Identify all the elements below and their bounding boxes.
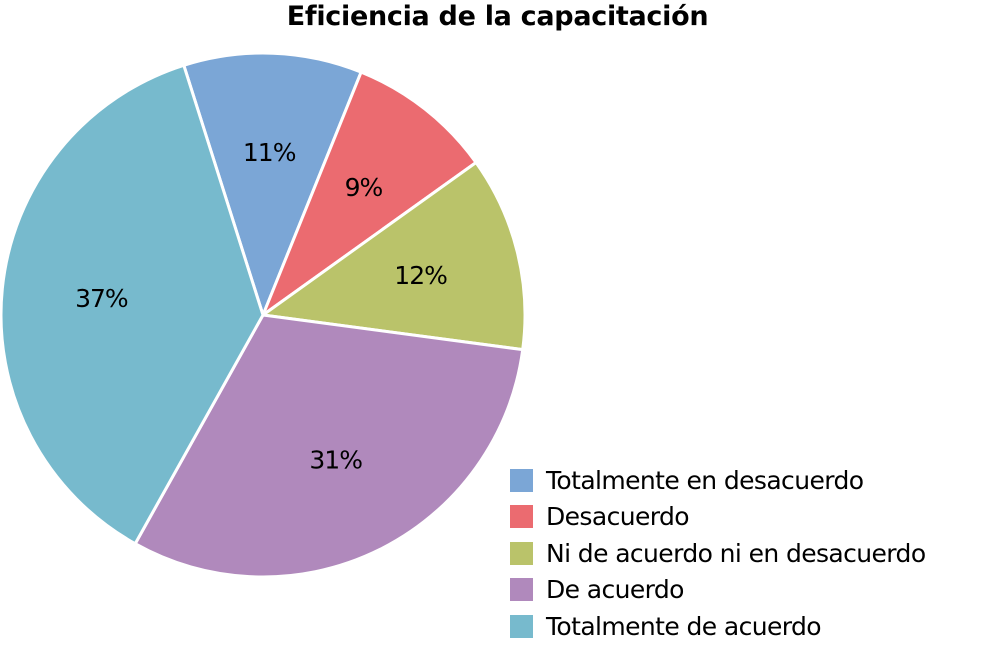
pie-slice-de-acuerdo bbox=[133, 313, 525, 579]
slice-label-totalmente-de-acuerdo: 37% bbox=[75, 284, 128, 313]
pie-slices bbox=[0, 51, 527, 579]
legend-label: Desacuerdo bbox=[546, 502, 690, 532]
pie-slice-totalmente-en-desacuerdo bbox=[182, 51, 363, 317]
pie-slice-ni-de-acuerdo-ni-en-desacuerdo bbox=[261, 160, 527, 352]
legend-swatch bbox=[510, 468, 533, 492]
legend-item-ni-de-acuerdo-ni-en-desacuerdo: Ni de acuerdo ni en desacuerdo bbox=[510, 535, 980, 572]
legend-label: Ni de acuerdo ni en desacuerdo bbox=[546, 538, 926, 568]
pie-slice-totalmente-de-acuerdo bbox=[0, 63, 265, 546]
legend-item-totalmente-en-desacuerdo: Totalmente en desacuerdo bbox=[510, 462, 980, 499]
legend-swatch bbox=[510, 614, 533, 638]
legend-swatch bbox=[510, 578, 533, 602]
legend-item-totalmente-de-acuerdo: Totalmente de acuerdo bbox=[510, 608, 980, 645]
slice-label-totalmente-en-desacuerdo: 11% bbox=[243, 138, 296, 167]
legend-item-desacuerdo: Desacuerdo bbox=[510, 499, 980, 536]
legend-label: De acuerdo bbox=[546, 575, 684, 605]
pie-slice-desacuerdo bbox=[261, 70, 478, 317]
chart-title: Eficiencia de la capacitación bbox=[286, 1, 709, 32]
legend-swatch bbox=[510, 541, 533, 565]
slice-label-de-acuerdo: 31% bbox=[309, 446, 362, 475]
slice-label-ni-de-acuerdo-ni-en-desacuerdo: 12% bbox=[394, 261, 447, 290]
legend: Totalmente en desacuerdo Desacuerdo Ni de … bbox=[510, 462, 980, 645]
legend-label: Totalmente en desacuerdo bbox=[546, 465, 864, 495]
legend-label: Totalmente de acuerdo bbox=[546, 611, 822, 641]
legend-swatch bbox=[510, 505, 533, 529]
pie-slice-labels: 11% 9% 12% 31% 37% bbox=[75, 138, 448, 475]
legend-item-de-acuerdo: De acuerdo bbox=[510, 572, 980, 609]
slice-label-desacuerdo: 9% bbox=[345, 173, 383, 202]
